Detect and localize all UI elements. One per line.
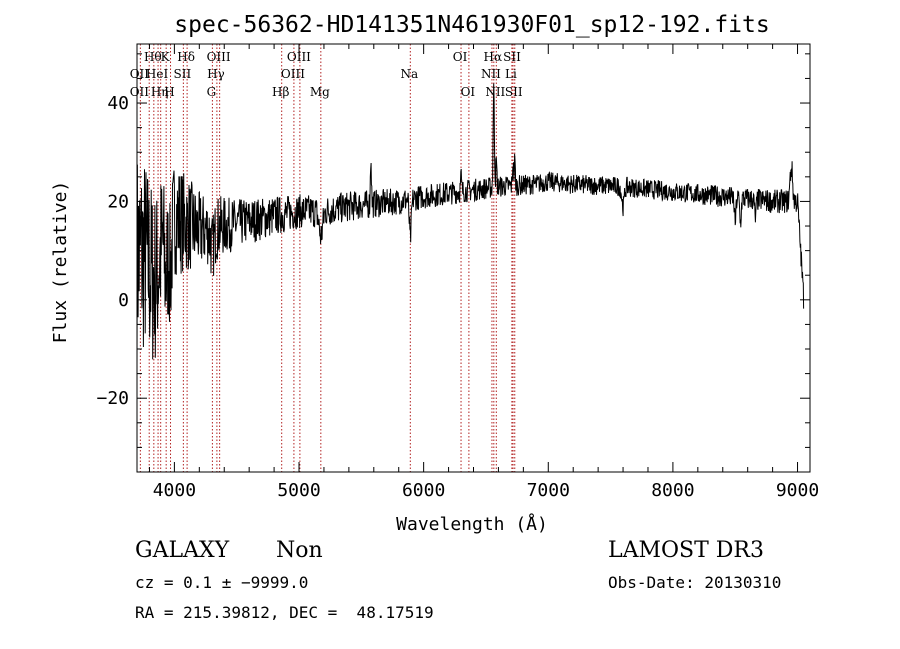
line-label: SII <box>503 50 521 64</box>
line-label: Hδ <box>177 50 195 64</box>
x-tick-label: 7000 <box>527 480 570 501</box>
line-label: OIII <box>281 67 305 81</box>
line-label: OI <box>453 50 468 64</box>
line-label: Hη <box>151 85 169 99</box>
line-label: Hα <box>484 50 503 64</box>
line-label: Na <box>400 67 418 81</box>
chart-title: spec-56362-HD141351N461930F01_sp12-192.f… <box>174 12 769 38</box>
y-tick-label: 20 <box>107 191 129 212</box>
line-label: OI <box>461 85 476 99</box>
observation-date: Obs-Date: 20130310 <box>608 573 782 592</box>
line-label: OIII <box>287 50 311 64</box>
x-tick-label: 6000 <box>402 480 445 501</box>
object-class: GALAXY <box>135 538 230 563</box>
line-label: NII <box>481 67 501 81</box>
y-axis-label: Flux (relative) <box>50 181 71 344</box>
line-label: OIII <box>207 50 231 64</box>
line-label: OII <box>130 85 150 99</box>
line-label: HeI <box>146 67 169 81</box>
line-label: H <box>164 85 174 99</box>
line-label: G <box>207 85 217 99</box>
line-label: Mg <box>310 85 330 99</box>
line-label: K <box>161 50 171 64</box>
line-label: NII <box>485 85 505 99</box>
line-label: Hγ <box>207 67 225 81</box>
coordinates-readout: RA = 215.39812, DEC = 48.17519 <box>135 603 434 622</box>
plot-frame <box>136 43 811 473</box>
x-tick-label: 5000 <box>277 480 320 501</box>
line-label: SII <box>505 85 523 99</box>
x-tick-label: 9000 <box>776 480 819 501</box>
spectral-line-markers <box>139 44 516 472</box>
spectrum-line <box>136 83 805 364</box>
x-tick-label: 8000 <box>651 480 694 501</box>
line-label: Hβ <box>272 85 289 99</box>
redshift-readout: cz = 0.1 ± −9999.0 <box>135 573 309 592</box>
spectral-line-labels: OIIOIIHθHeIHηKHSIIHδGHγOIIIHβOIIIOIIIMgN… <box>130 50 523 99</box>
line-label: OII <box>130 67 150 81</box>
y-tick-label: −20 <box>96 388 129 409</box>
line-label: Li <box>505 67 517 81</box>
line-label: SII <box>174 67 192 81</box>
y-tick-label: 40 <box>107 93 129 114</box>
x-tick-label: 4000 <box>153 480 196 501</box>
y-tick-label: 0 <box>118 290 129 311</box>
plot-axes: 4000 5000 6000 7000 8000 9000 −20 0 20 40 <box>96 43 819 501</box>
line-label: Hθ <box>144 50 162 64</box>
survey-name: LAMOST DR3 <box>608 538 764 563</box>
object-subclass: Non <box>276 538 323 563</box>
x-axis-label: Wavelength (Å) <box>396 513 548 535</box>
